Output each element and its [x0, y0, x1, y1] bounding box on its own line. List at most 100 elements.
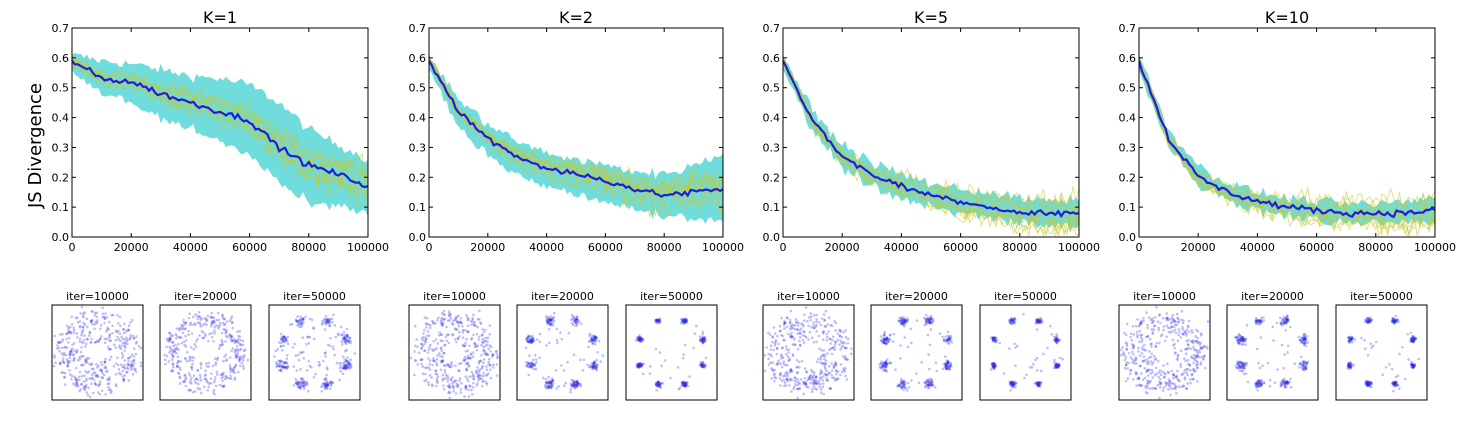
sample-point	[1166, 362, 1169, 365]
sample-point	[823, 365, 827, 368]
sample-point	[204, 317, 208, 321]
sample-point	[191, 359, 194, 363]
sample-point	[815, 375, 818, 379]
sample-point	[1010, 380, 1014, 384]
sample-point	[817, 379, 821, 383]
sample-point	[183, 323, 186, 326]
sample-point	[1185, 387, 1188, 390]
sample-point	[702, 365, 705, 369]
sample-point	[884, 359, 888, 363]
sample-point	[107, 336, 111, 340]
y-tick-label: 0.7	[1119, 22, 1137, 35]
sample-point	[813, 326, 816, 330]
sample-point	[898, 320, 902, 324]
sample-point	[834, 362, 838, 366]
sample-point	[812, 371, 816, 374]
sample-point	[187, 329, 190, 333]
sample-point	[472, 381, 475, 385]
sample-point	[1012, 384, 1015, 388]
sample-point	[1142, 316, 1145, 320]
sample-point	[171, 348, 175, 352]
sample-point	[1139, 321, 1143, 325]
sample-point	[346, 362, 350, 366]
sample-point	[593, 361, 596, 364]
sample-point	[429, 326, 432, 330]
sample-point	[575, 315, 579, 319]
sample-point	[548, 318, 551, 322]
sample-point	[592, 361, 595, 365]
sample-point	[530, 363, 533, 367]
sample-point	[571, 385, 575, 388]
sample-point	[639, 362, 643, 366]
sample-point	[776, 347, 779, 350]
sample-point	[1011, 383, 1014, 387]
sample-point	[572, 323, 575, 327]
sample-point	[1282, 381, 1285, 384]
sample-point	[823, 318, 826, 322]
sample-point	[923, 316, 926, 320]
sample-point	[639, 363, 643, 366]
sample-point	[437, 316, 440, 320]
sample-point	[347, 339, 351, 342]
sample-point	[344, 365, 347, 368]
sample-point	[106, 378, 109, 381]
sample-point	[1203, 345, 1206, 349]
sample-point	[789, 325, 793, 328]
sample-point	[170, 349, 173, 352]
sample-point	[927, 383, 931, 387]
sample-point	[58, 341, 62, 345]
sample-point	[1056, 337, 1059, 340]
sample-point	[658, 320, 662, 323]
sample-point	[346, 339, 349, 343]
sample-point	[544, 381, 548, 384]
sample-point	[79, 350, 83, 354]
sample-point	[884, 338, 888, 341]
sample-point	[1397, 383, 1400, 387]
sample-point	[1156, 383, 1159, 387]
sample-point	[320, 390, 324, 393]
sample-point	[430, 376, 433, 379]
sample-point	[850, 347, 853, 350]
sample-point	[657, 383, 661, 386]
sample-point	[477, 335, 481, 339]
sample-point	[885, 362, 889, 366]
sample-point	[465, 338, 468, 341]
sample-point	[1162, 364, 1165, 367]
sample-point	[421, 372, 425, 376]
y-tick-label: 0.6	[763, 52, 781, 65]
sample-point	[904, 320, 907, 323]
sample-point	[480, 333, 484, 337]
sample-point	[228, 356, 232, 359]
sample-point	[1186, 367, 1190, 371]
sample-point	[927, 378, 931, 381]
sample-point	[786, 355, 790, 358]
sample-point	[924, 320, 928, 323]
sample-point	[832, 365, 836, 368]
sample-points	[163, 311, 250, 396]
sample-point	[485, 382, 489, 386]
sample-point	[133, 347, 136, 351]
sample-point	[281, 365, 285, 368]
sample-point	[74, 316, 78, 320]
sample-point	[926, 380, 930, 384]
sample-point	[638, 363, 642, 367]
sample-point	[341, 337, 345, 341]
sample-point	[329, 324, 332, 327]
sample-point	[235, 354, 239, 358]
sample-point	[1012, 321, 1015, 324]
sample-point	[421, 344, 425, 348]
sample-point	[1035, 320, 1039, 324]
sample-point	[200, 317, 204, 320]
sample-point	[117, 338, 121, 341]
sample-point	[212, 390, 215, 394]
sample-point	[228, 334, 231, 338]
sample-point	[787, 348, 790, 351]
sample-point	[308, 317, 312, 321]
sample-point	[126, 338, 130, 341]
sample-point	[183, 343, 186, 347]
sample-point	[178, 327, 181, 331]
sample-point	[193, 380, 196, 383]
sample-point	[341, 366, 345, 370]
sample-point	[836, 338, 840, 342]
sample-point	[121, 341, 125, 345]
